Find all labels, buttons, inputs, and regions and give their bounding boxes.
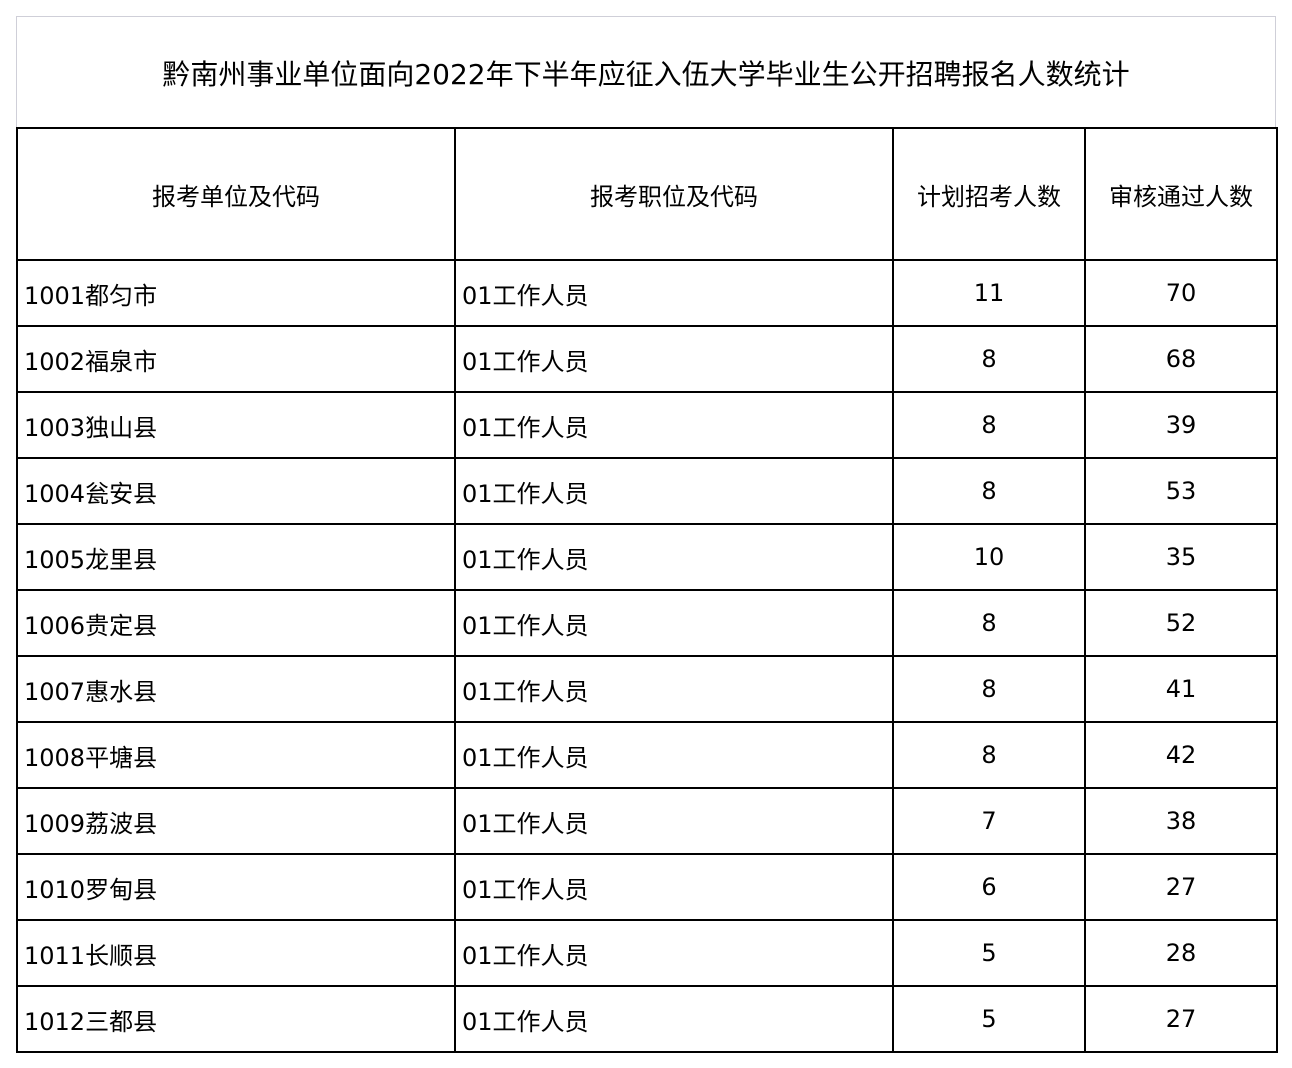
planned-cell: 8 [892,655,1086,723]
approved-cell: 68 [1084,325,1278,393]
position-cell: 01工作人员 [454,853,894,921]
unit-cell: 1003独山县 [16,391,456,459]
position-cell: 01工作人员 [454,985,894,1053]
unit-cell: 1005龙里县 [16,523,456,591]
approved-cell: 28 [1084,919,1278,987]
approved-cell: 42 [1084,721,1278,789]
planned-cell: 8 [892,325,1086,393]
unit-cell: 1006贵定县 [16,589,456,657]
planned-cell: 8 [892,589,1086,657]
table-row: 1004瓮安县 01工作人员 8 53 [16,457,1278,525]
position-cell: 01工作人员 [454,325,894,393]
planned-cell: 7 [892,787,1086,855]
unit-cell: 1009荔波县 [16,787,456,855]
position-cell: 01工作人员 [454,391,894,459]
unit-cell: 1007惠水县 [16,655,456,723]
approved-cell: 27 [1084,853,1278,921]
table-row: 1012三都县 01工作人员 5 27 [16,985,1278,1053]
approved-cell: 53 [1084,457,1278,525]
header-approved: 审核通过人数 [1084,127,1278,261]
registration-table: 报考单位及代码 报考职位及代码 计划招考人数 审核通过人数 1001都匀市 01工… [16,127,1278,1053]
unit-cell: 1010罗甸县 [16,853,456,921]
table-row: 1005龙里县 01工作人员 10 35 [16,523,1278,591]
unit-cell: 1012三都县 [16,985,456,1053]
planned-cell: 5 [892,919,1086,987]
unit-cell: 1002福泉市 [16,325,456,393]
planned-cell: 5 [892,985,1086,1053]
table-row: 1001都匀市 01工作人员 11 70 [16,259,1278,327]
position-cell: 01工作人员 [454,523,894,591]
unit-cell: 1008平塘县 [16,721,456,789]
planned-cell: 10 [892,523,1086,591]
position-cell: 01工作人员 [454,655,894,723]
position-cell: 01工作人员 [454,919,894,987]
unit-cell: 1001都匀市 [16,259,456,327]
planned-cell: 6 [892,853,1086,921]
table-row: 1007惠水县 01工作人员 8 41 [16,655,1278,723]
planned-cell: 8 [892,457,1086,525]
unit-cell: 1004瓮安县 [16,457,456,525]
table-row: 1010罗甸县 01工作人员 6 27 [16,853,1278,921]
table-title: 黔南州事业单位面向2022年下半年应征入伍大学毕业生公开招聘报名人数统计 [16,16,1276,128]
table-row: 1003独山县 01工作人员 8 39 [16,391,1278,459]
table-row: 1008平塘县 01工作人员 8 42 [16,721,1278,789]
position-cell: 01工作人员 [454,457,894,525]
table-row: 1011长顺县 01工作人员 5 28 [16,919,1278,987]
position-cell: 01工作人员 [454,721,894,789]
position-cell: 01工作人员 [454,589,894,657]
position-cell: 01工作人员 [454,259,894,327]
approved-cell: 39 [1084,391,1278,459]
planned-cell: 8 [892,721,1086,789]
header-position: 报考职位及代码 [454,127,894,261]
table-row: 1006贵定县 01工作人员 8 52 [16,589,1278,657]
approved-cell: 70 [1084,259,1278,327]
table-row: 1009荔波县 01工作人员 7 38 [16,787,1278,855]
header-row: 报考单位及代码 报考职位及代码 计划招考人数 审核通过人数 [16,127,1278,261]
approved-cell: 38 [1084,787,1278,855]
approved-cell: 27 [1084,985,1278,1053]
unit-cell: 1011长顺县 [16,919,456,987]
approved-cell: 52 [1084,589,1278,657]
planned-cell: 11 [892,259,1086,327]
title-text: 黔南州事业单位面向2022年下半年应征入伍大学毕业生公开招聘报名人数统计 [162,57,1130,91]
header-unit: 报考单位及代码 [16,127,456,261]
header-planned: 计划招考人数 [892,127,1086,261]
planned-cell: 8 [892,391,1086,459]
approved-cell: 41 [1084,655,1278,723]
approved-cell: 35 [1084,523,1278,591]
position-cell: 01工作人员 [454,787,894,855]
table-row: 1002福泉市 01工作人员 8 68 [16,325,1278,393]
